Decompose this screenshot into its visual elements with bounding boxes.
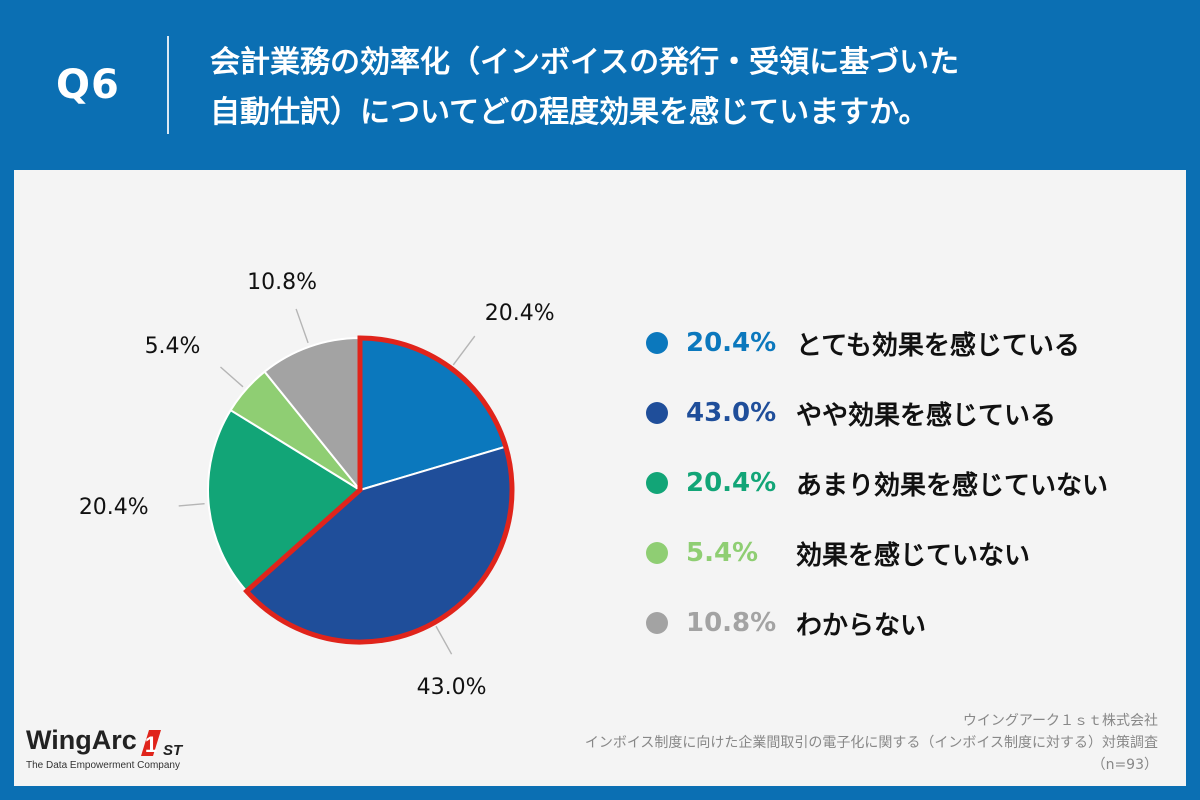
leader-line-very-effective [452,335,476,366]
logo-badge-suffix: ST [163,742,184,758]
legend-label: 効果を感じていない [796,540,1031,571]
legend-dot-icon [646,472,668,494]
legend-label: わからない [796,610,927,641]
logo-1st-badge-icon: 1 ST [140,730,184,758]
pie-slice-not-very-effective [207,408,362,593]
source-company: ウイングアーク１ｓｔ株式会社 [962,713,1158,729]
legend-item-very-effective: 20.4% とても効果を感じている [646,308,1166,378]
logo-badge-digit: 1 [145,732,157,757]
header-bar: Q6 会計業務の効率化（インボイスの発行・受領に基づいた 自動仕訳）についてどの… [0,0,1200,170]
logo-tagline: The Data Empowerment Company [26,760,180,771]
legend-percent: 20.4% [686,328,777,358]
pie-label-somewhat-effective: 43.0% [417,675,487,700]
legend-dot-icon [646,612,668,634]
question-title: 会計業務の効率化（インボイスの発行・受領に基づいた 自動仕訳）についてどの程度効… [210,38,959,138]
company-logo: WingArc 1 ST The Data Empowerment Compan… [26,725,185,771]
highlight-border [243,335,515,645]
legend-percent: 20.4% [686,468,777,498]
source-note: ウイングアーク１ｓｔ株式会社 インボイス制度に向けた企業間取引の電子化に関する（… [585,710,1158,776]
source-sample-size: （n=93） [1091,757,1158,773]
question-number: Q6 [56,62,120,108]
legend-dot-icon [646,402,668,424]
legend-item-unknown: 10.8% わからない [646,588,1166,658]
leader-line-not-very-effective [178,503,205,507]
source-survey: インボイス制度に向けた企業間取引の電子化に関する（インボイス制度に対する）対策調… [584,735,1158,751]
legend-percent: 10.8% [686,608,777,638]
pie-chart: 20.4% 43.0% 20.4% 5.4% 10.8% [79,270,555,700]
leader-line-not-effective [220,366,244,388]
chart-card: 20.4% 43.0% 20.4% 5.4% 10.8% 20.4% とても効果を感じて… [14,170,1186,786]
leader-line-unknown [295,308,309,344]
pie-label-very-effective: 20.4% [485,301,555,326]
leader-line-somewhat-effective [435,625,453,655]
pie-label-not-effective: 5.4% [145,334,201,359]
legend-dot-icon [646,332,668,354]
question-title-line-2: 自動仕訳）についてどの程度効果を感じていますか。 [210,95,929,130]
legend-label: やや効果を感じている [796,400,1057,431]
legend-label: とても効果を感じている [796,330,1080,361]
legend-item-somewhat-effective: 43.0% やや効果を感じている [646,378,1166,448]
legend-item-not-very-effective: 20.4% あまり効果を感じていない [646,448,1166,518]
legend-percent: 5.4% [686,538,759,568]
legend-dot-icon [646,542,668,564]
question-title-line-1: 会計業務の効率化（インボイスの発行・受領に基づいた [210,45,960,80]
header-divider [167,36,169,134]
legend-percent: 43.0% [686,398,777,428]
legend-label: あまり効果を感じていない [796,470,1109,501]
logo-wordmark: WingArc [26,725,137,755]
pie-label-not-very-effective: 20.4% [79,495,149,520]
legend: 20.4% とても効果を感じている 43.0% やや効果を感じている 20.4%… [646,308,1166,658]
pie-label-unknown: 10.8% [247,270,317,295]
legend-item-not-effective: 5.4% 効果を感じていない [646,518,1166,588]
pie-slice-unknown [263,336,361,493]
